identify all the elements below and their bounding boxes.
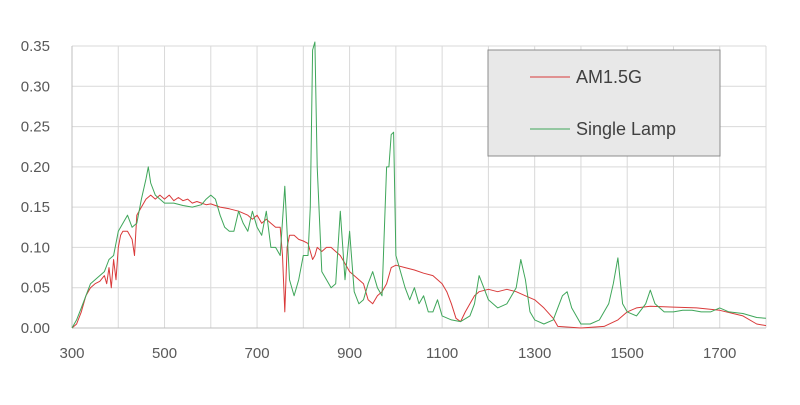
x-tick-label: 1500 bbox=[611, 345, 644, 362]
y-tick-label: 0.20 bbox=[21, 159, 50, 176]
y-tick-label: 0.15 bbox=[21, 199, 50, 216]
y-tick-label: 0.30 bbox=[21, 78, 50, 95]
x-tick-label: 700 bbox=[245, 345, 270, 362]
legend-label-single-lamp: Single Lamp bbox=[576, 119, 676, 139]
x-tick-label: 1300 bbox=[518, 345, 551, 362]
axes: 0.00 0.05 0.10 0.15 0.20 0.25 0.30 0.35 300 500 70… bbox=[21, 38, 766, 362]
y-tick-label: 0.05 bbox=[21, 280, 50, 297]
x-tick-label: 300 bbox=[59, 345, 84, 362]
legend: AM1.5G Single Lamp bbox=[487, 49, 721, 157]
x-tick-label: 900 bbox=[337, 345, 362, 362]
x-tick-label: 500 bbox=[152, 345, 177, 362]
y-tick-label: 0.25 bbox=[21, 119, 50, 136]
y-tick-label: 0.10 bbox=[21, 239, 50, 256]
series-line-am1-5g bbox=[71, 194, 767, 329]
y-tick-label: 0.35 bbox=[21, 38, 50, 55]
y-tick-label: 0.00 bbox=[21, 320, 50, 337]
series-line-single-lamp bbox=[71, 41, 767, 329]
x-tick-label: 1100 bbox=[426, 345, 458, 362]
x-tick-label: 1700 bbox=[703, 345, 736, 362]
legend-box bbox=[487, 49, 721, 157]
series-lines bbox=[71, 41, 767, 329]
legend-label-am15g: AM1.5G bbox=[576, 67, 642, 87]
